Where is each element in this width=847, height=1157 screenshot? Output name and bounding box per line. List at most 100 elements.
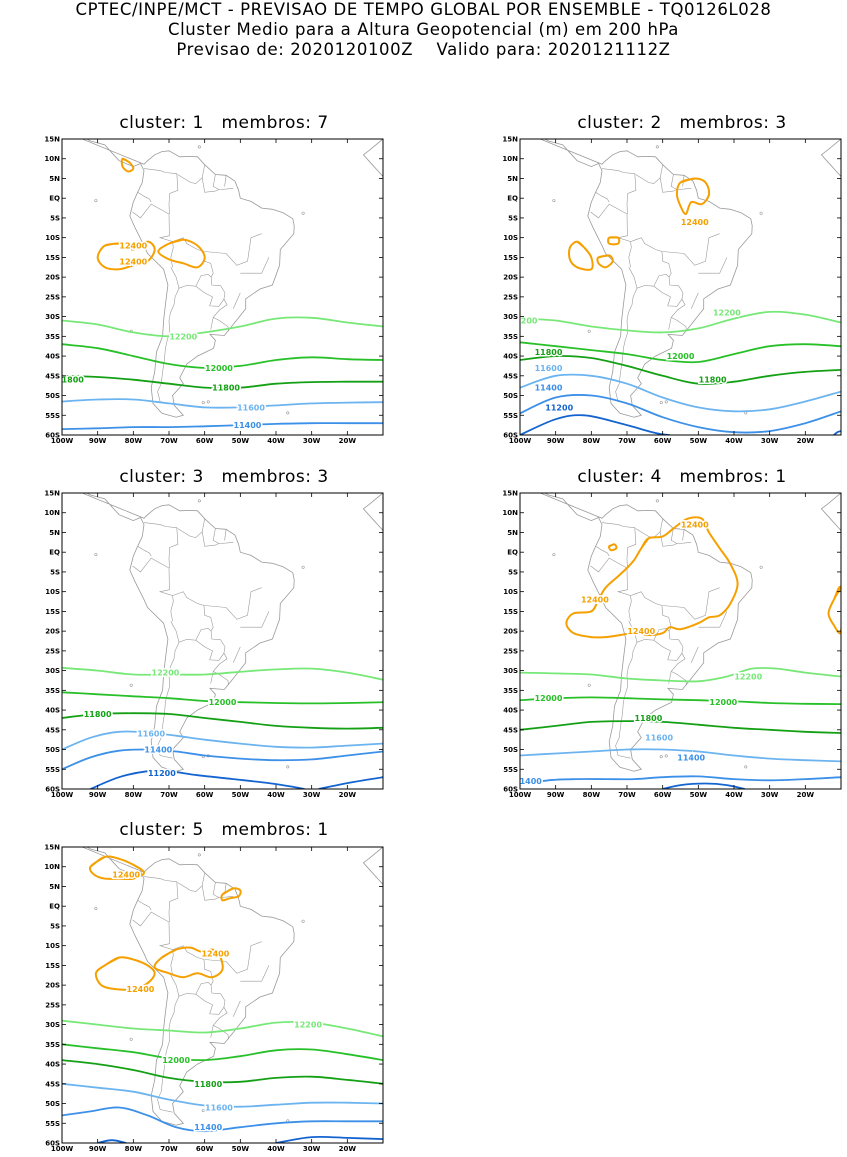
island: [664, 400, 668, 404]
country-border: [662, 233, 720, 266]
island: [201, 1109, 205, 1113]
contour-12400: [568, 240, 594, 271]
contour-label: 11400: [677, 753, 705, 762]
coastline-south-america: [539, 493, 753, 772]
contour-12200: [62, 1019, 383, 1038]
lat-tick-label: 10S: [503, 234, 518, 242]
panel-title-4: cluster: 4 membros: 1: [577, 467, 787, 487]
lat-tick-label: 30S: [503, 667, 518, 675]
lon-tick-label: 40W: [267, 1145, 285, 1153]
lat-tick-label: 10N: [44, 509, 60, 517]
country-border: [204, 587, 262, 620]
lat-tick-label: 40S: [45, 707, 60, 715]
map-panel-2: 12400 12200 12200 11800 12000 11800 11600 11400…: [502, 136, 842, 445]
lat-tick-label: 55S: [45, 766, 60, 774]
lat-tick-label: 25S: [503, 293, 518, 301]
contour-12400: [827, 585, 841, 635]
lat-tick-label: 20S: [45, 628, 60, 636]
island: [286, 765, 290, 769]
country-border: [132, 203, 174, 268]
lat-tick-label: 10N: [502, 155, 518, 163]
country-border: [590, 557, 632, 622]
country-border: [698, 257, 728, 274]
country-border: [615, 642, 638, 759]
country-border: [204, 233, 262, 266]
lat-tick-label: 15N: [44, 844, 60, 852]
country-border: [653, 277, 684, 307]
lat-tick-label: 25S: [503, 647, 518, 655]
lat-tick-label: 40S: [45, 353, 60, 361]
lat-tick-label: 45S: [45, 726, 60, 734]
coastline-africa: [362, 847, 383, 885]
country-border: [212, 528, 220, 544]
country-border: [240, 611, 270, 628]
lat-tick-label: 15S: [45, 962, 60, 970]
lat-tick-label: 40S: [503, 707, 518, 715]
country-border: [240, 257, 270, 274]
country-border: [690, 646, 699, 663]
lon-tick-label: 80W: [125, 791, 143, 799]
island: [587, 329, 591, 333]
lat-tick-label: 45S: [45, 1080, 60, 1088]
map-frame: [61, 138, 384, 436]
country-border: [157, 642, 180, 759]
contour-label: 12200: [294, 1021, 322, 1030]
country-border: [137, 546, 152, 557]
island: [197, 853, 201, 857]
lon-tick-label: 30W: [303, 1145, 321, 1153]
lon-tick-label: 100W: [51, 437, 74, 445]
lon-tick-label: 100W: [509, 437, 532, 445]
contour-11200: [275, 1135, 383, 1143]
contour-11600: [520, 748, 841, 763]
contour-12400: [157, 238, 206, 269]
contour-12200: [520, 310, 841, 334]
contour-11400: [62, 422, 383, 430]
lon-tick-label: 70W: [618, 437, 636, 445]
country-border: [212, 299, 229, 332]
lat-tick-label: 10S: [45, 588, 60, 596]
lat-tick-label: 15S: [503, 608, 518, 616]
island: [659, 401, 663, 405]
island: [206, 1108, 210, 1112]
lon-tick-label: 30W: [303, 437, 321, 445]
contour-11200: [662, 782, 745, 789]
contour-label: 12200: [510, 317, 538, 326]
contour-label: 11600: [645, 734, 673, 743]
lat-tick-label: 15S: [45, 608, 60, 616]
country-border: [682, 529, 685, 541]
lat-tick-label: 5S: [50, 568, 60, 576]
coastline-africa: [362, 493, 383, 531]
contour-11600: [62, 730, 383, 751]
country-border: [595, 546, 610, 557]
country-border: [132, 557, 174, 622]
lon-tick-label: 40W: [725, 791, 743, 799]
island: [552, 199, 556, 203]
country-border: [177, 882, 203, 892]
contour-label: 11800: [634, 714, 662, 723]
country-border: [698, 611, 728, 628]
lat-tick-label: 20S: [45, 274, 60, 282]
contour-label: 12400: [681, 218, 709, 227]
lon-tick-label: 30W: [761, 791, 779, 799]
country-border: [630, 591, 672, 632]
country-border: [210, 317, 214, 330]
country-border: [201, 518, 234, 547]
lat-tick-label: 5N: [507, 175, 518, 183]
contour-11200: [97, 1139, 127, 1143]
contour-label: 11600: [205, 1103, 233, 1112]
contour-label: 12400: [201, 950, 229, 959]
lat-tick-label: 5N: [507, 529, 518, 537]
contour-11800: [62, 1059, 383, 1085]
lon-tick-label: 90W: [547, 791, 565, 799]
island: [206, 400, 210, 404]
country-border: [653, 631, 684, 661]
contour-label: 1800: [62, 376, 85, 385]
lat-tick-label: 50S: [45, 1100, 60, 1108]
island: [129, 1037, 133, 1041]
lon-tick-label: 70W: [160, 1145, 178, 1153]
contour-label: 11200: [148, 769, 176, 778]
country-border: [170, 621, 212, 643]
lon-tick-label: 60W: [196, 437, 214, 445]
contour-11600: [520, 373, 841, 413]
lon-tick-label: 50W: [690, 791, 708, 799]
